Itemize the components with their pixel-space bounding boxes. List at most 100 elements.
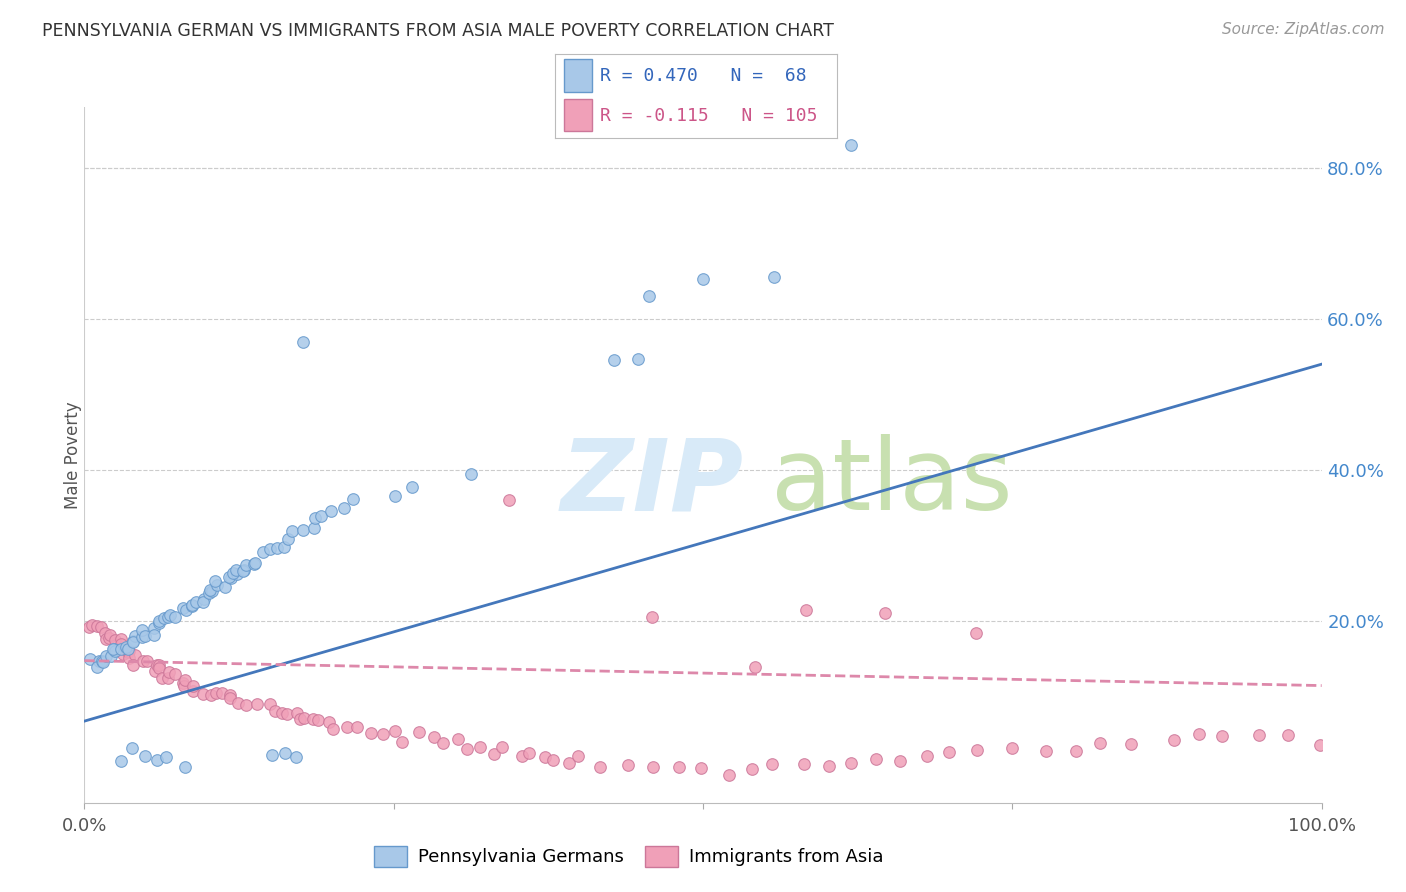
Point <box>101 642 124 657</box>
Point <box>1163 732 1185 747</box>
Point <box>274 746 297 760</box>
Point <box>839 756 862 770</box>
Point <box>280 524 302 538</box>
Point <box>96 648 118 663</box>
Point <box>304 511 326 525</box>
Point <box>692 271 714 285</box>
Point <box>131 630 153 644</box>
Point <box>741 762 763 776</box>
Point <box>915 748 938 763</box>
Point <box>603 353 626 368</box>
Point <box>292 523 315 537</box>
Point <box>252 544 274 558</box>
Point <box>1121 738 1143 752</box>
Point <box>121 635 143 649</box>
Point <box>322 723 344 737</box>
Point <box>232 564 254 578</box>
Point <box>796 603 818 617</box>
Point <box>1088 736 1111 750</box>
Point <box>1001 741 1024 756</box>
Point <box>136 654 159 668</box>
Point <box>86 660 108 674</box>
Point <box>1188 727 1211 741</box>
Point <box>627 351 650 366</box>
Point <box>201 583 224 598</box>
Point <box>290 712 312 726</box>
Point <box>148 615 170 630</box>
Point <box>384 489 406 503</box>
Text: PENNSYLVANIA GERMAN VS IMMIGRANTS FROM ASIA MALE POVERTY CORRELATION CHART: PENNSYLVANIA GERMAN VS IMMIGRANTS FROM A… <box>42 22 834 40</box>
Point <box>110 754 132 768</box>
Point <box>219 690 242 705</box>
Point <box>889 754 911 768</box>
Point <box>207 578 229 592</box>
Point <box>432 736 454 750</box>
Point <box>180 598 202 612</box>
Point <box>468 739 491 754</box>
Point <box>110 637 132 651</box>
Text: ZIP: ZIP <box>561 434 744 532</box>
Point <box>589 760 612 774</box>
Point <box>1277 728 1299 742</box>
Point <box>121 634 143 648</box>
Point <box>153 611 176 625</box>
Point <box>174 760 197 774</box>
Point <box>360 726 382 740</box>
Point <box>744 660 766 674</box>
Point <box>103 642 125 657</box>
Point <box>285 706 308 721</box>
Point <box>79 651 101 665</box>
Point <box>865 752 887 766</box>
Point <box>226 696 249 710</box>
Point <box>132 654 155 668</box>
Point <box>307 713 329 727</box>
Point <box>285 750 308 764</box>
Point <box>205 686 228 700</box>
Point <box>332 500 354 515</box>
Point <box>1064 744 1087 758</box>
Point <box>373 727 395 741</box>
Point <box>183 679 205 693</box>
Point <box>79 620 101 634</box>
Point <box>246 697 269 711</box>
Point <box>616 757 638 772</box>
Point <box>761 757 783 772</box>
Point <box>875 606 897 620</box>
Point <box>142 621 165 635</box>
Point <box>114 640 136 654</box>
Point <box>447 731 470 746</box>
Point <box>198 586 221 600</box>
Point <box>155 749 177 764</box>
Point <box>638 289 661 303</box>
Point <box>277 532 299 546</box>
Point <box>291 335 314 350</box>
Point <box>517 746 540 760</box>
Point <box>134 749 156 764</box>
Point <box>643 759 665 773</box>
Legend: Pennsylvania Germans, Immigrants from Asia: Pennsylvania Germans, Immigrants from As… <box>367 838 890 874</box>
Point <box>104 643 127 657</box>
Point <box>218 569 240 583</box>
Point <box>174 602 197 616</box>
Point <box>148 614 170 628</box>
Point <box>180 599 202 614</box>
Point <box>134 629 156 643</box>
Point <box>100 649 122 664</box>
Point <box>460 467 482 481</box>
Point <box>558 756 581 770</box>
Point <box>211 686 233 700</box>
Point <box>181 684 204 698</box>
Point <box>146 657 169 672</box>
Point <box>165 610 187 624</box>
Point <box>172 601 194 615</box>
Point <box>159 607 181 622</box>
Point <box>90 620 112 634</box>
Point <box>966 742 988 756</box>
Point <box>193 591 215 606</box>
Point <box>690 761 713 775</box>
Point <box>97 631 120 645</box>
Point <box>641 610 664 624</box>
Point <box>221 566 243 580</box>
Point <box>1309 738 1331 752</box>
Point <box>484 747 506 761</box>
